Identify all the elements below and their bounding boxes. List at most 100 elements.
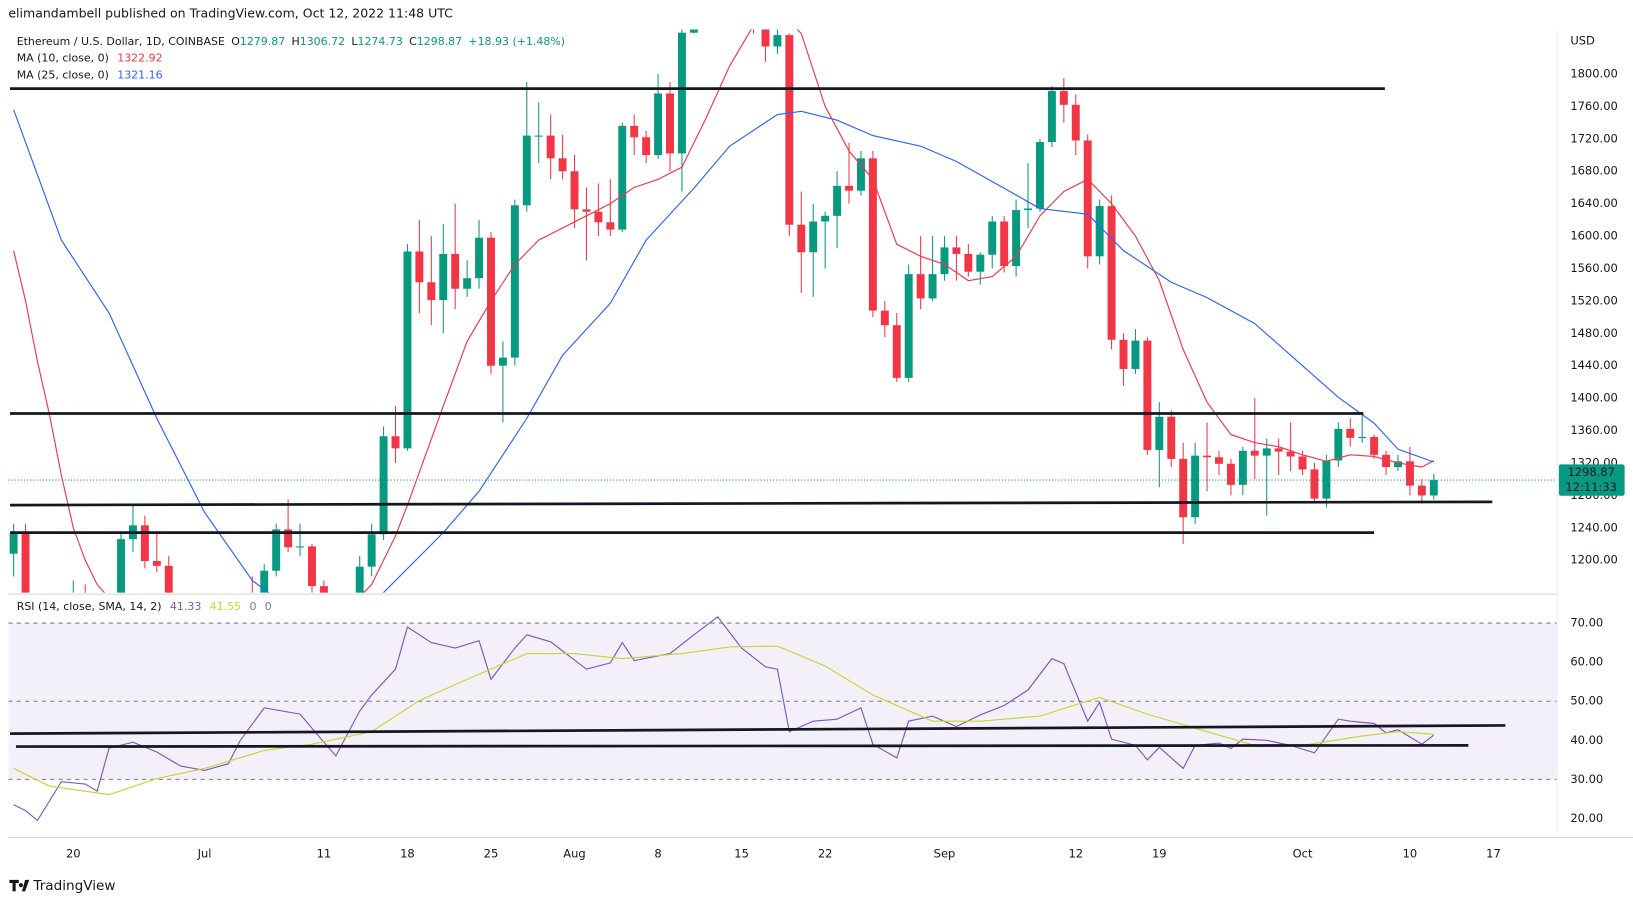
- change: +18.93 (+1.48%): [468, 35, 565, 48]
- symbol: Ethereum / U.S. Dollar, 1D, COINBASE: [17, 35, 225, 48]
- ohlc-label: L: [351, 35, 358, 48]
- ohlc-value: 1306.72: [300, 35, 345, 48]
- candle-body: [355, 566, 364, 593]
- x-tick-label: 17: [1486, 846, 1501, 860]
- candle-body: [666, 93, 674, 154]
- x-tick-label: Sep: [934, 846, 956, 860]
- y-tick-label: 30.00: [1570, 772, 1603, 786]
- candle-body: [606, 222, 615, 230]
- candle-body: [594, 211, 603, 223]
- last-price-box: [1558, 464, 1625, 496]
- candle-body: [1250, 450, 1259, 456]
- candle-body: [307, 546, 316, 587]
- candle-body: [522, 135, 531, 206]
- brand-name: TradingView: [32, 878, 115, 894]
- candle-body: [284, 529, 293, 548]
- candle-body: [1226, 463, 1235, 485]
- countdown-label: 12:11:33: [1565, 480, 1617, 494]
- candle-body: [415, 251, 424, 283]
- candle-body: [498, 357, 507, 366]
- moving-average-line: [13, 109, 1434, 593]
- y-tick-label: 1720.00: [1570, 131, 1618, 145]
- y-tick-label: 1520.00: [1570, 293, 1618, 307]
- candle-body: [1417, 485, 1426, 496]
- candle-body: [1047, 91, 1056, 143]
- y-tick-label: 60.00: [1570, 655, 1603, 669]
- x-tick-label: 15: [734, 846, 749, 860]
- candle-body: [534, 135, 543, 137]
- candle-body: [1095, 206, 1104, 257]
- x-tick-label: 22: [818, 846, 833, 860]
- ohlc-label: O: [231, 35, 240, 48]
- y-tick-label: 40.00: [1570, 733, 1603, 747]
- rsi-extra-value: 0: [265, 600, 272, 613]
- candle-body: [1155, 416, 1164, 450]
- candle-body: [773, 35, 782, 47]
- candle-body: [1238, 450, 1247, 485]
- ohlc-label: H: [291, 35, 299, 48]
- y-tick-label: 1640.00: [1570, 196, 1618, 210]
- candle-body: [21, 533, 30, 593]
- rsi-extra-value: 0: [249, 600, 256, 613]
- candle-body: [1083, 140, 1092, 257]
- candle-body: [952, 247, 961, 254]
- candle-body: [1334, 428, 1343, 461]
- candle-body: [833, 185, 842, 216]
- candle-body: [403, 251, 412, 449]
- candle-body: [1346, 428, 1355, 438]
- y-tick-label: 1200.00: [1570, 553, 1618, 567]
- ohlc-value: 1279.87: [240, 35, 285, 48]
- y-tick-label: 50.00: [1570, 694, 1603, 708]
- rsi-pane: [8, 616, 1557, 822]
- candle-body: [880, 310, 889, 326]
- logo-mark: [9, 879, 30, 892]
- candle-body: [546, 135, 555, 159]
- candle-body: [618, 125, 627, 230]
- x-tick-label: 10: [1403, 846, 1418, 860]
- candle-body: [1286, 451, 1295, 457]
- candle-body: [928, 274, 937, 299]
- candle-body: [1358, 437, 1367, 439]
- candle-body: [856, 158, 865, 191]
- ma-value: 1322.92: [117, 52, 162, 65]
- rsi-line: [13, 616, 1435, 822]
- trendline: [10, 500, 1493, 507]
- candle-body: [988, 221, 997, 255]
- y-tick-label: 70.00: [1570, 616, 1603, 630]
- trendline: [10, 724, 1506, 736]
- publisher-note: elimandambell published on TradingView.c…: [8, 5, 453, 20]
- trendline: [15, 744, 1469, 748]
- candle-body: [1262, 448, 1271, 456]
- candle-body: [1179, 458, 1188, 518]
- candle-body: [976, 254, 985, 272]
- candle-body: [845, 185, 853, 191]
- candle-body: [296, 546, 305, 548]
- last-price-label: 1298.87: [1567, 465, 1615, 479]
- brand-logo: TradingView: [9, 878, 115, 894]
- candle-body: [964, 253, 973, 272]
- rsi-legend: RSI (14, close, SMA, 14, 2) 41.33 41.55 0 0: [17, 600, 272, 613]
- x-tick-label: 20: [66, 846, 81, 860]
- candle-body: [761, 29, 770, 47]
- y-tick-label: 1800.00: [1570, 67, 1618, 81]
- candle-body: [1012, 210, 1021, 267]
- candle-body: [117, 539, 125, 593]
- candle-body: [904, 274, 913, 378]
- rsi-title: RSI (14, close, SMA, 14, 2): [17, 600, 162, 613]
- candle-body: [510, 205, 519, 358]
- candle-body: [642, 137, 651, 156]
- y-tick-label: 1480.00: [1570, 326, 1618, 340]
- candle-body: [1203, 455, 1212, 458]
- candle-body: [1405, 461, 1414, 486]
- ohlc-value: 1274.73: [357, 35, 402, 48]
- candle-body: [1394, 461, 1402, 467]
- currency-label: USD: [1570, 33, 1595, 47]
- candle-body: [140, 525, 149, 561]
- x-tick-label: 19: [1152, 846, 1167, 860]
- candle-body: [451, 253, 460, 289]
- candle-body: [379, 436, 388, 535]
- candle-body: [1059, 91, 1068, 105]
